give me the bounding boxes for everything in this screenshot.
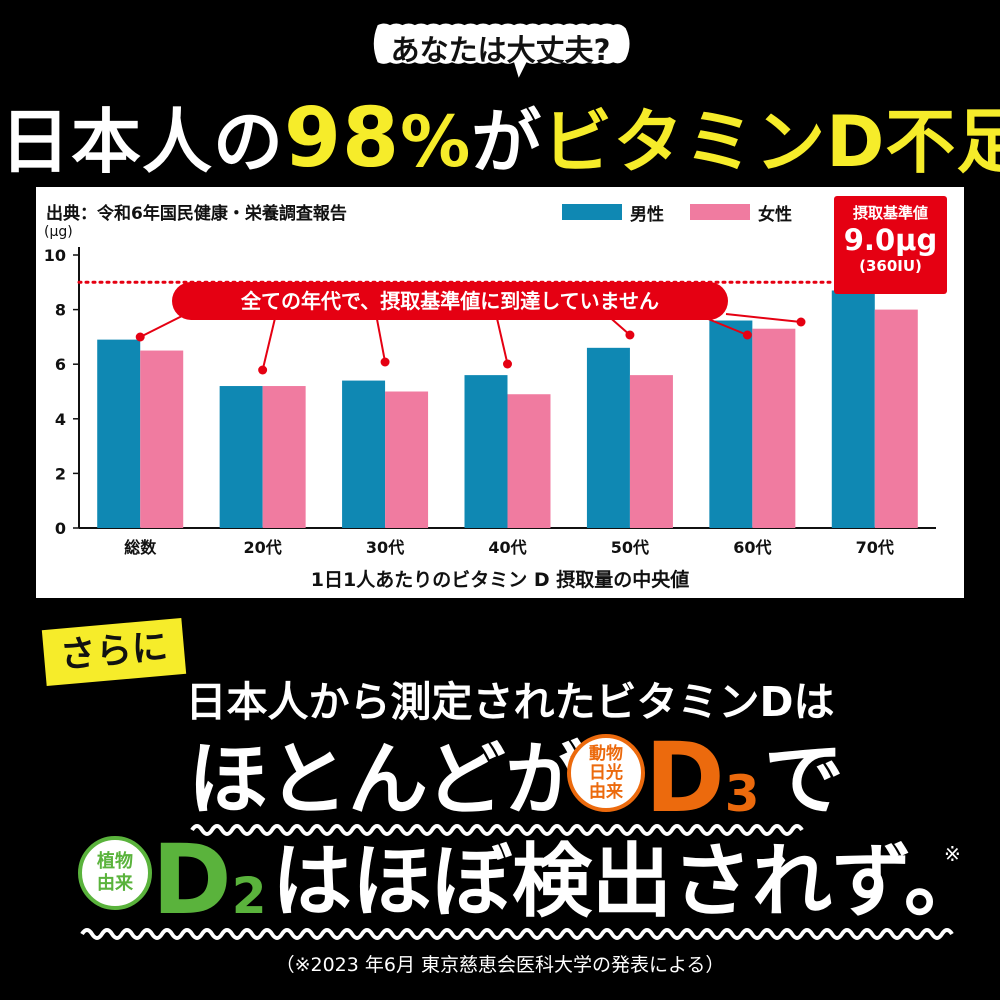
x-tick-label: 60代 xyxy=(733,538,771,557)
line3-text: はほぼ検出されず。 xyxy=(272,835,984,928)
bar-female xyxy=(752,328,796,528)
bar-male xyxy=(219,386,263,528)
d3-origin-circle: 動物 日光 由来 xyxy=(567,734,645,812)
bar-chart: 0 2 4 6 8 10 総数 20代 30代 40代 50代 60代 70代 xyxy=(44,246,936,557)
y-axis-unit: (μg) xyxy=(44,224,73,240)
legend-male-label: 男性 xyxy=(630,204,664,225)
callout-dot xyxy=(380,357,390,367)
bar-male xyxy=(709,320,753,528)
wavy-underline-2 xyxy=(80,928,954,940)
d2-number: 2 xyxy=(231,867,267,925)
bar-male xyxy=(586,347,630,528)
note-mark: ※ xyxy=(944,842,961,866)
x-tick-label: 30代 xyxy=(366,538,404,557)
y-tick-label: 4 xyxy=(55,410,66,429)
x-tick-label: 総数 xyxy=(124,538,157,557)
legend-male: 男性 xyxy=(562,201,664,225)
bar-male xyxy=(831,290,875,528)
legend-female-label: 女性 xyxy=(758,204,792,225)
callout-banner: 全ての年代で、摂取基準値に到達していません xyxy=(172,282,728,320)
headline-part3: ビタミンD不足 xyxy=(542,101,1000,183)
y-tick-label: 8 xyxy=(55,301,66,320)
d2-origin-2: 由来 xyxy=(97,873,133,894)
headline-percent: 98 xyxy=(284,91,401,186)
headline-part1: 日本人の xyxy=(0,101,284,183)
d2-letter: D xyxy=(152,824,232,936)
bar-male xyxy=(342,380,386,528)
headline-percent-sign: % xyxy=(400,101,472,183)
bar-male xyxy=(464,375,508,528)
footnote: （※2023 年6月 東京慈恵会医科大学の発表による） xyxy=(275,954,725,976)
chart-source: 出典：令和6年国民健康・栄養調査報告 xyxy=(46,204,347,224)
x-tick-label: 20代 xyxy=(244,538,282,557)
callout-dot xyxy=(258,365,268,375)
d2-origin-circle: 植物 由来 xyxy=(78,836,152,910)
callout-leader xyxy=(261,313,277,371)
callout-dot xyxy=(625,330,635,340)
line2-end: で xyxy=(764,733,844,826)
callout-dot xyxy=(796,317,806,327)
reference-iu: (360IU) xyxy=(859,257,922,275)
x-tick-label: 40代 xyxy=(488,538,526,557)
d3-origin-3: 由来 xyxy=(589,781,623,802)
legend-female: 女性 xyxy=(690,201,792,225)
reference-value: 9.0μg xyxy=(843,223,938,257)
callout-leader xyxy=(725,313,802,323)
y-tick-label: 0 xyxy=(55,519,66,538)
y-tick-label: 10 xyxy=(44,246,66,265)
callout-leader xyxy=(375,313,387,363)
d3-origin-2: 日光 xyxy=(589,762,623,783)
y-tick-label: 6 xyxy=(55,355,66,374)
bar-female xyxy=(507,394,551,528)
vitamin-d3: D3 xyxy=(645,728,759,844)
x-tick-label: 70代 xyxy=(856,538,894,557)
d2-origin-1: 植物 xyxy=(97,851,133,872)
speech-bubble xyxy=(373,23,630,78)
bar-female xyxy=(629,375,673,528)
callout-dot xyxy=(503,359,512,369)
legend-male-swatch xyxy=(562,204,622,220)
callout-leader xyxy=(495,313,509,365)
callout-dot xyxy=(742,330,752,340)
y-tick-label: 2 xyxy=(55,464,66,483)
d3-origin-1: 動物 xyxy=(589,743,623,764)
bar-male xyxy=(97,339,141,528)
wavy-underline-1 xyxy=(190,824,804,836)
headline-part2: が xyxy=(471,101,543,183)
bar-female xyxy=(140,350,184,528)
reference-label: 摂取基準値 9.0μg (360IU) xyxy=(834,196,947,294)
line2-start: ほとんどが xyxy=(188,733,586,826)
bar-female xyxy=(262,386,306,528)
d3-number: 3 xyxy=(724,765,760,823)
d3-letter: D xyxy=(645,722,725,834)
callout-leader xyxy=(139,313,187,338)
callout-dot xyxy=(135,332,145,342)
legend-female-swatch xyxy=(690,204,750,220)
bar-female xyxy=(874,309,918,528)
line1-text: 日本人から測定されたビタミンDは xyxy=(185,678,835,726)
vitamin-d2: D2 xyxy=(152,830,266,946)
bubble-text: あなたは大丈夫? xyxy=(390,33,611,67)
x-axis-title: 1日1人あたりのビタミン D 摂取量の中央値 xyxy=(310,569,690,591)
reference-title: 摂取基準値 xyxy=(852,204,928,222)
headline: 日本人の98%がビタミンD不足 xyxy=(0,96,1000,185)
bar-female xyxy=(385,391,429,528)
x-tick-label: 50代 xyxy=(611,538,649,557)
